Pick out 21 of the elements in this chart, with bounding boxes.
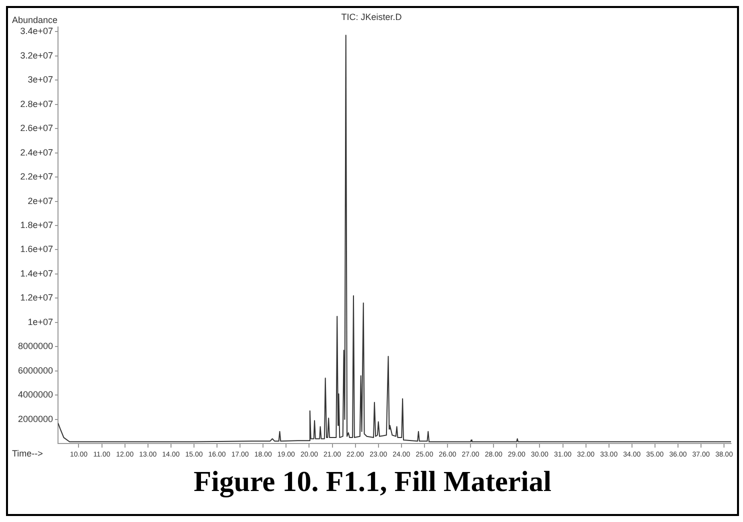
y-tick-label: 1.6e+07 (20, 244, 53, 254)
y-tick-label: 2000000 (18, 414, 53, 424)
y-tick-label: 1.8e+07 (20, 220, 53, 230)
y-tick-label: 3.2e+07 (20, 50, 53, 60)
y-axis-title: Abundance (12, 14, 58, 25)
y-tick-label: 3.4e+07 (20, 26, 53, 36)
y-tick-label: 3e+07 (28, 74, 53, 85)
y-tick-label: 2.6e+07 (20, 123, 53, 134)
text: Figure 10. F1.1, Fill Material (192, 466, 552, 499)
y-tick-label: 1e+07 (28, 316, 53, 327)
y-tick-label: 2e+07 (28, 196, 53, 206)
y-tick-label: 1.4e+07 (20, 268, 53, 278)
y-tick-label: 2.2e+07 (20, 172, 53, 182)
y-tick-label: 2.4e+07 (20, 147, 53, 158)
y-tick-label: 6000000 (18, 365, 53, 376)
y-tick-label: 2.8e+07 (20, 98, 53, 109)
y-tick-label: 8000000 (18, 341, 53, 352)
y-tick-label: 1.2e+07 (20, 292, 53, 303)
x-axis-title: Time--> (12, 448, 43, 459)
y-tick-label: 4000000 (18, 390, 53, 400)
chart-subtitle: TIC: JKeister.D (341, 12, 402, 22)
